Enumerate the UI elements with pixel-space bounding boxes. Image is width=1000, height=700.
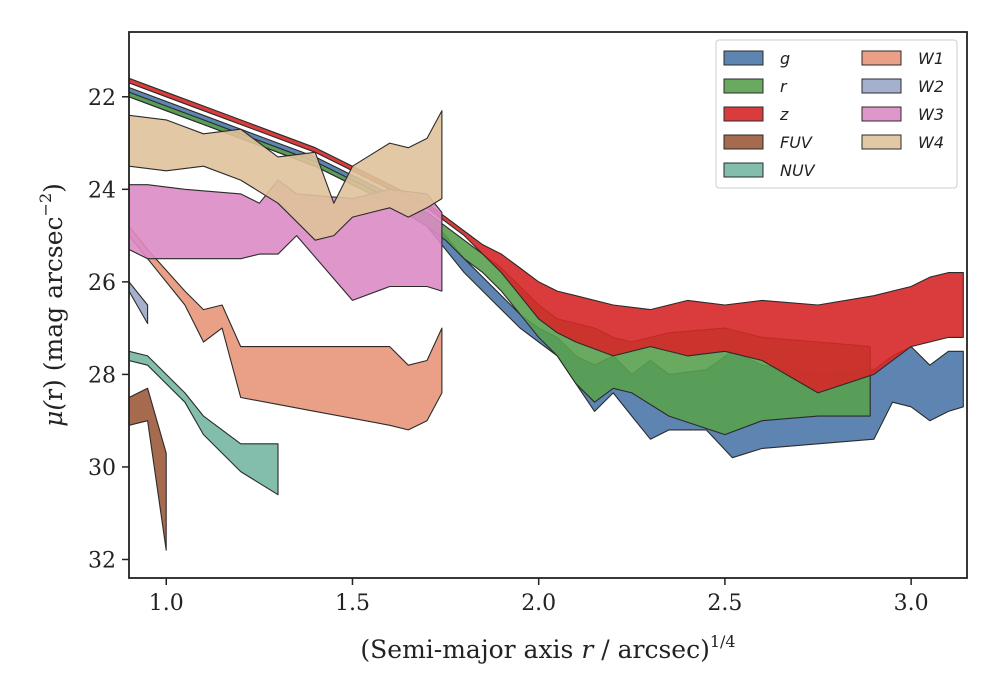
- legend-label-g: g: [780, 49, 790, 68]
- legend-swatch-nuv: [723, 162, 764, 178]
- x-tick-label: 1.0: [149, 591, 184, 616]
- y-tick-label: 26: [88, 271, 116, 296]
- legend-swatch-fuv: [723, 134, 764, 150]
- legend-frame: [715, 39, 958, 189]
- band-nuv: [129, 350, 279, 496]
- series-layer: [129, 77, 964, 551]
- legend-label-r: r: [780, 77, 788, 96]
- legend: grz FUV NUV W1 W2 W3 W4: [715, 39, 958, 189]
- x-tick-label: 1.5: [335, 591, 370, 616]
- y-tick-label: 32: [88, 548, 116, 573]
- y-tick-label: 28: [88, 363, 116, 388]
- legend-swatch-w4: [861, 134, 902, 150]
- band-w1: [129, 225, 443, 431]
- legend-label-nuv: NUV: [780, 161, 816, 180]
- legend-label-z: z: [779, 105, 789, 124]
- y-axis-label: μ(r) (mag arcsec−2): [36, 183, 68, 427]
- y-tick-label: 30: [88, 456, 116, 481]
- x-axis-label: (Semi-major axis r / arcsec)1/4: [360, 632, 735, 664]
- y-axis: 22 24 26 28 30 32: [88, 86, 129, 573]
- x-tick-label: 3.0: [894, 591, 929, 616]
- band-fuv: [129, 387, 167, 551]
- legend-swatch-w3: [861, 106, 902, 122]
- x-tick-label: 2.5: [707, 591, 742, 616]
- y-tick-label: 24: [88, 178, 116, 203]
- legend-label-w1: W1: [918, 49, 944, 68]
- legend-label-fuv: FUV: [780, 133, 813, 152]
- legend-swatch-r: [723, 78, 764, 94]
- legend-swatch-w1: [861, 50, 902, 66]
- legend-swatch-w2: [861, 78, 902, 94]
- band-w4: [129, 110, 443, 241]
- legend-label-w2: W2: [918, 77, 944, 96]
- y-tick-label: 22: [88, 86, 116, 111]
- band-w2: [129, 281, 149, 325]
- legend-label-w3: W3: [918, 105, 944, 124]
- legend-swatch-g: [723, 50, 764, 66]
- legend-swatch-z: [723, 106, 764, 122]
- x-tick-label: 2.0: [521, 591, 556, 616]
- legend-label-w4: W4: [918, 133, 944, 152]
- x-axis: 1.0 1.5 2.0 2.5 3.0: [149, 578, 929, 616]
- plot-frame: [128, 31, 968, 579]
